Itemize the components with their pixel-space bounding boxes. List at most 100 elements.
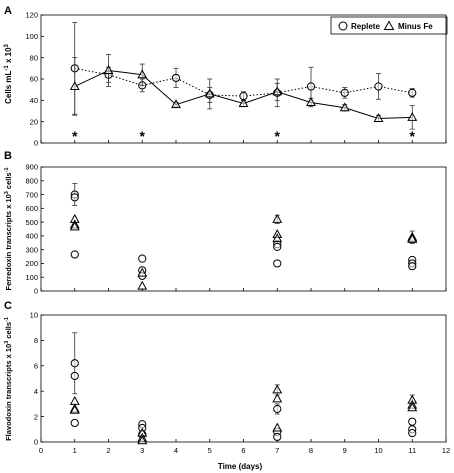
panel-a-ytick-label: 80 — [30, 53, 38, 62]
panel-a-replete-point — [374, 82, 383, 91]
panel-b-minus-fe-point — [137, 267, 148, 277]
panel-b-minus-fe-point — [272, 213, 283, 223]
panel-b-ylabel: Ferredoxin transcripts x 103 cells-1 — [4, 167, 13, 290]
panel-a-ytick-label: 20 — [30, 117, 38, 126]
panel-c-ylabel-sup2: -1 — [4, 317, 10, 322]
panel-b-replete-point — [70, 193, 79, 202]
panel-c-replete-point — [408, 417, 417, 426]
panel-b-ytick-label: 200 — [25, 259, 38, 268]
panel-c-frame — [40, 314, 447, 443]
panel-b-ytick-label: 500 — [25, 218, 38, 227]
panel-c-xtick-label: 7 — [275, 446, 279, 455]
panel-b-replete-point — [408, 262, 417, 271]
panel-b-ytick-label: 700 — [25, 190, 38, 199]
panel-c-ylabel-mid: cells — [4, 322, 13, 341]
panel-a-minus-fe-point — [272, 86, 283, 96]
legend: Replete Minus Fe — [330, 16, 448, 35]
panel-b-frame — [40, 166, 447, 292]
panel-b-ytick-label: 400 — [25, 232, 38, 241]
panel-c-xtick-label: 2 — [106, 446, 110, 455]
panel-c-ytick-label: 6 — [34, 362, 38, 371]
panel-a: A Cells mL-1 x 103 Replete Minus Fe 0 20 4… — [4, 5, 448, 148]
panel-a-minus-fe-point — [69, 81, 80, 90]
panel-a-minus-fe-point — [238, 98, 249, 108]
panel-c-ytick-label: 4 — [34, 387, 38, 396]
panel-a-ylabel-sup2: 3 — [4, 43, 10, 47]
panel-c-replete-point — [273, 432, 282, 442]
panel-b-minus-fe-point — [137, 280, 148, 290]
panel-c-xtick-label: 12 — [442, 446, 450, 455]
panel-b-minus-fe-point — [69, 221, 80, 231]
panel-c-xtick-label: 4 — [174, 446, 178, 455]
panel-c-xtick-label: 6 — [241, 446, 245, 455]
panel-c-letter: C — [4, 300, 12, 312]
panel-c-minus-fe-point — [407, 402, 418, 412]
panel-c-minus-fe-point — [272, 422, 283, 432]
panel-c-xtick-label: 8 — [309, 446, 313, 455]
panel-b-ytick-label: 100 — [25, 273, 38, 282]
panel-a-ytick-label: 120 — [25, 11, 38, 20]
panel-c-replete-point — [273, 404, 282, 414]
panel-c-ytick-label: 10 — [30, 311, 38, 320]
legend-replete-label: Replete — [351, 22, 380, 31]
panel-b-replete-point — [138, 254, 147, 263]
panel-c: C Flavodoxin transcripts x 103 cells-1 T… — [4, 300, 450, 471]
panel-b-ytick-label: 600 — [25, 204, 38, 213]
panel-c-ylabel-base: Flavodoxin transcripts x 10 — [4, 344, 13, 441]
significance-asterisk: * — [275, 128, 281, 144]
panel-b-minus-fe-point — [407, 233, 418, 243]
panel-a-minus-fe-point — [407, 111, 418, 121]
significance-asterisk: * — [410, 128, 416, 144]
panel-b-ytick-label: 800 — [25, 176, 38, 185]
panel-a-replete-point — [306, 82, 316, 91]
panel-c-minus-fe-point — [69, 395, 80, 405]
legend-minus-fe-label: Minus Fe — [398, 22, 433, 31]
legend-minus-fe-marker — [383, 20, 395, 30]
panel-c-replete-point — [70, 418, 79, 428]
panel-c-minus-fe-point — [69, 404, 80, 414]
panel-b-replete-point — [273, 259, 282, 268]
significance-asterisk: * — [72, 128, 78, 144]
panel-a-minus-fe-point — [373, 113, 384, 122]
panel-b-ylabel-mid: cells — [4, 172, 13, 191]
panel-b-replete-point — [70, 250, 79, 259]
panel-c-xtick-label: 5 — [208, 446, 212, 455]
panel-c-xtick-label: 10 — [374, 446, 382, 455]
legend-replete-marker — [338, 21, 348, 31]
panel-c-xtick-label: 0 — [39, 446, 43, 455]
panel-c-replete-point — [70, 359, 79, 368]
panel-b-ylabel-sup1: 3 — [4, 191, 10, 194]
panel-c-ytick-label: 8 — [34, 336, 38, 345]
panel-c-xtick-label: 11 — [408, 446, 416, 455]
significance-asterisk: * — [140, 128, 146, 144]
panel-a-replete-point — [408, 88, 417, 97]
panel-c-xtick-label: 3 — [140, 446, 144, 455]
panel-a-ylabel: Cells mL-1 x 103 — [4, 43, 13, 103]
panel-b: B Ferredoxin transcripts x 103 cells-1 0… — [4, 150, 447, 296]
panel-b-replete-point — [273, 242, 282, 252]
panel-b-ylabel-sup2: -1 — [4, 167, 10, 172]
panel-a-minus-fe-point — [171, 99, 181, 109]
panel-a-ytick-label: 60 — [30, 75, 38, 84]
panel-c-replete-point — [408, 429, 417, 438]
panel-c-ylabel: Flavodoxin transcripts x 103 cells-1 — [4, 317, 13, 441]
panel-a-ytick-label: 0 — [34, 139, 38, 148]
panel-a-ylabel-base: Cells mL — [4, 70, 13, 103]
panel-a-minus-fe-point — [339, 102, 350, 112]
panel-b-ytick-label: 0 — [34, 287, 38, 296]
panel-a-replete-point — [171, 73, 181, 83]
panel-b-letter: B — [4, 150, 12, 162]
panel-b-ytick-label: 300 — [25, 245, 38, 254]
panel-c-xtick-label: 9 — [343, 446, 347, 455]
panel-a-minus-fe-point — [204, 88, 215, 98]
panel-c-minus-fe-point — [272, 393, 283, 403]
panel-c-xlabel: Time (days) — [218, 462, 263, 471]
panel-b-ylabel-base: Ferredoxin transcripts x 10 — [4, 194, 13, 290]
panel-b-ytick-label: 900 — [25, 163, 38, 172]
panel-a-letter: A — [4, 5, 12, 17]
panel-c-ytick-label: 2 — [34, 412, 38, 421]
panel-a-ylabel-mid: x 10 — [4, 47, 13, 65]
panel-a-minus-fe-point — [306, 97, 316, 106]
panel-a-minus-fe-point — [103, 65, 114, 74]
